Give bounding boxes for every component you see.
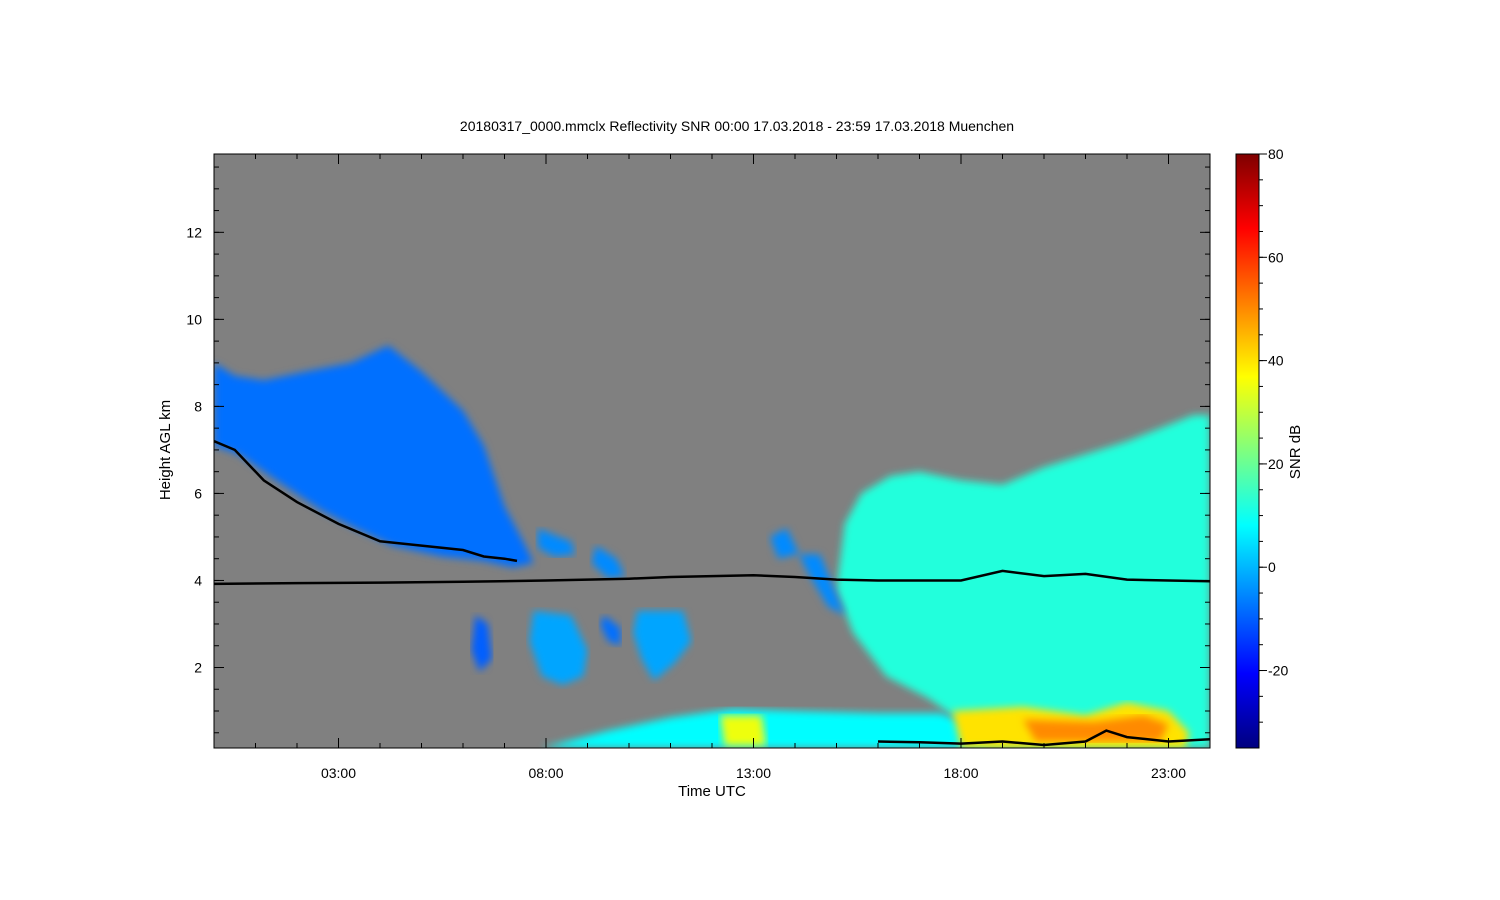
x-tick-label: 03:00 (321, 765, 356, 781)
echo-region (600, 615, 621, 646)
colorbar-ticks: 80 60 40 20 0 -20 (1259, 146, 1288, 723)
y-axis: 2 4 6 8 10 12 (186, 166, 1210, 734)
echo-region (633, 610, 692, 681)
echo-region (1023, 715, 1169, 742)
x-tick-label: 13:00 (736, 765, 771, 781)
y-tick-label: 6 (194, 485, 202, 501)
colorbar-label: SNR dB (1287, 425, 1304, 479)
y-tick-label: 2 (194, 659, 202, 675)
echo-region (541, 708, 986, 748)
series-line (214, 440, 518, 563)
colorbar-tick-label: 60 (1268, 249, 1284, 265)
x-tick-label: 23:00 (1151, 765, 1186, 781)
y-tick-label: 8 (194, 398, 202, 414)
echo-region (214, 345, 534, 568)
y-axis-label: Height AGL km (157, 400, 174, 500)
overlay-lines (214, 440, 1210, 747)
colorbar (1235, 153, 1260, 749)
echo-region (591, 545, 625, 579)
echo-region (770, 528, 845, 616)
colorbar-tick-label: 0 (1268, 559, 1276, 575)
y-tick-label: 10 (186, 311, 202, 327)
y-tick-label: 4 (194, 572, 202, 588)
x-axis: 03:00 08:00 13:00 18:00 23:00 (255, 154, 1186, 781)
colorbar-tick-label: 20 (1268, 456, 1284, 472)
echo-region (537, 528, 575, 557)
colorbar-tick-label: 80 (1268, 146, 1284, 162)
colorbar-tick-label: 40 (1268, 353, 1284, 369)
echo-region (720, 715, 766, 746)
y-tick-label: 12 (186, 224, 202, 240)
x-tick-label: 18:00 (943, 765, 978, 781)
echo-region (471, 615, 493, 672)
series-line (877, 729, 1210, 747)
echo-region (529, 610, 588, 685)
x-axis-label: Time UTC (678, 783, 746, 800)
chart-title: 20180317_0000.mmclx Reflectivity SNR 00:… (460, 118, 1014, 134)
series-line (214, 569, 1210, 586)
colorbar-tick-label: -20 (1268, 663, 1288, 679)
echo-region (836, 415, 1210, 748)
x-tick-label: 08:00 (528, 765, 563, 781)
